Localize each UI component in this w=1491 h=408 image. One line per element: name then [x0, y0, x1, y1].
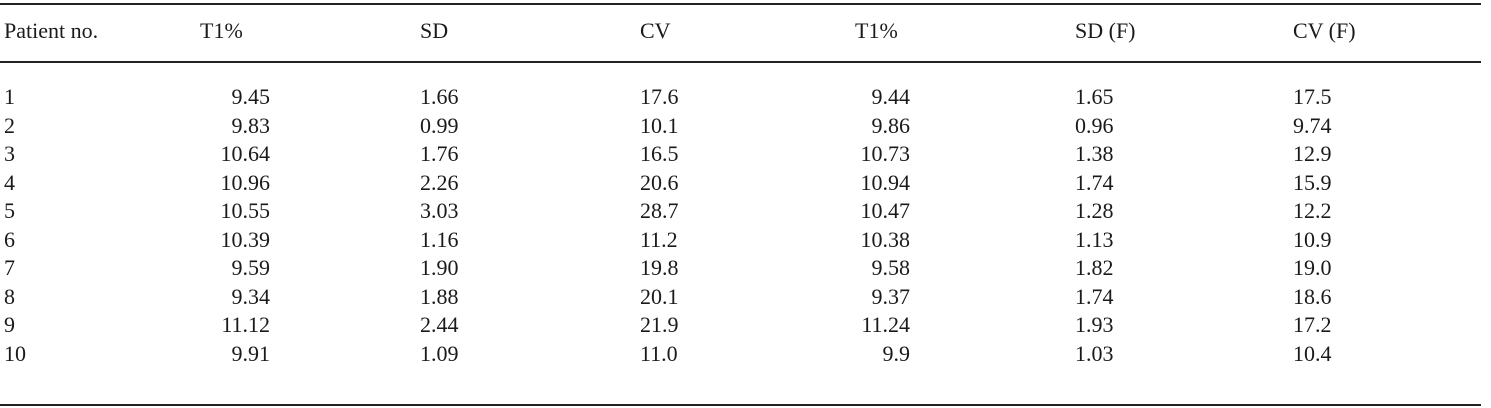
cell-cv: 11.2 [640, 226, 678, 252]
table-row: 2 9.83 0.99 10.1 9.86 0.96 9.74 [0, 113, 1481, 139]
cell-t1-percent-filtered: 11.24 [861, 312, 910, 337]
cell-t1-percent: 9.34 [231, 283, 271, 309]
cell-sd: 0.99 [420, 112, 459, 138]
cell-cv-filtered: 17.5 [1293, 84, 1332, 109]
cell-sd-filtered: 1.28 [1075, 198, 1114, 223]
header-patient-no: Patient no. [4, 18, 99, 43]
header-t1-percent-filtered: T1% [855, 18, 898, 43]
cell-cv-filtered: 10.4 [1293, 340, 1332, 366]
table-row: 3 10.64 1.76 16.5 10.73 1.38 12.9 [0, 141, 1481, 167]
cell-t1-percent: 10.39 [220, 226, 271, 252]
cell-patient-no: 3 [4, 141, 15, 166]
cell-t1-percent-filtered: 9.58 [871, 255, 911, 280]
cell-cv-filtered: 12.9 [1293, 141, 1332, 166]
cell-sd-filtered: 1.93 [1075, 312, 1114, 337]
table-row: 5 10.55 3.03 28.7 10.47 1.28 12.2 [0, 198, 1481, 224]
cell-t1-percent: 9.59 [231, 255, 271, 280]
header-sd-filtered: SD (F) [1075, 18, 1136, 43]
table-row: 9 11.12 2.44 21.9 11.24 1.93 17.2 [0, 312, 1481, 338]
cell-sd-filtered: 1.13 [1075, 226, 1114, 252]
cell-t1-percent-filtered: 9.44 [871, 84, 911, 109]
table-header-row: Patient no. T1% SD CV T1% SD (F) CV (F) [0, 18, 1481, 44]
cell-t1-percent: 11.12 [221, 312, 270, 337]
cell-patient-no: 9 [4, 312, 15, 337]
cell-t1-percent-filtered: 10.73 [860, 141, 911, 166]
cell-cv-filtered: 9.74 [1293, 112, 1332, 138]
cell-sd-filtered: 1.82 [1075, 255, 1114, 280]
cell-t1-percent-filtered: 10.94 [860, 169, 911, 195]
cell-sd: 3.03 [420, 198, 459, 223]
cell-t1-percent: 9.91 [231, 340, 271, 366]
cell-cv: 17.6 [640, 84, 679, 109]
cell-cv: 20.6 [640, 169, 679, 195]
cell-cv-filtered: 17.2 [1293, 312, 1332, 337]
cell-sd: 1.90 [420, 255, 459, 280]
table-row: 10 9.91 1.09 11.0 9.9 1.03 10.4 [0, 341, 1481, 367]
cell-t1-percent-filtered: 9.86 [871, 112, 911, 138]
cell-sd: 2.26 [420, 169, 459, 195]
table-row: 1 9.45 1.66 17.6 9.44 1.65 17.5 [0, 84, 1481, 110]
cell-sd-filtered: 1.38 [1075, 141, 1114, 166]
cell-t1-percent-filtered: 9.9 [882, 340, 911, 366]
cell-cv-filtered: 10.9 [1293, 226, 1332, 252]
header-cv: CV [640, 18, 671, 43]
cell-sd-filtered: 1.03 [1075, 340, 1114, 366]
cell-cv: 28.7 [640, 198, 679, 223]
header-cv-filtered: CV (F) [1293, 18, 1356, 43]
cell-sd: 1.88 [420, 283, 459, 309]
cell-cv-filtered: 15.9 [1293, 169, 1332, 195]
cell-patient-no: 10 [4, 340, 26, 366]
cell-cv-filtered: 18.6 [1293, 283, 1332, 309]
cell-patient-no: 1 [4, 84, 15, 109]
cell-t1-percent: 10.55 [220, 198, 271, 223]
cell-patient-no: 2 [4, 112, 15, 138]
table-row: 6 10.39 1.16 11.2 10.38 1.13 10.9 [0, 227, 1481, 253]
cell-sd-filtered: 1.65 [1075, 84, 1114, 109]
cell-t1-percent: 9.45 [231, 84, 271, 109]
table-row: 8 9.34 1.88 20.1 9.37 1.74 18.6 [0, 284, 1481, 310]
cell-t1-percent-filtered: 10.47 [860, 198, 911, 223]
cell-t1-percent: 10.96 [220, 169, 271, 195]
cell-cv-filtered: 12.2 [1293, 198, 1332, 223]
cell-patient-no: 8 [4, 283, 15, 309]
cell-t1-percent-filtered: 9.37 [871, 283, 911, 309]
cell-t1-percent: 10.64 [220, 141, 271, 166]
top-rule [0, 3, 1481, 5]
table-row: 7 9.59 1.90 19.8 9.58 1.82 19.0 [0, 255, 1481, 281]
cell-patient-no: 4 [4, 169, 15, 195]
bottom-rule [0, 404, 1481, 406]
cell-t1-percent-filtered: 10.38 [860, 226, 911, 252]
cell-cv: 10.1 [640, 112, 679, 138]
cell-sd: 1.09 [420, 340, 459, 366]
table-row: 4 10.96 2.26 20.6 10.94 1.74 15.9 [0, 170, 1481, 196]
cell-patient-no: 6 [4, 226, 15, 252]
cell-sd: 2.44 [420, 312, 459, 337]
cell-cv: 19.8 [640, 255, 679, 280]
cell-patient-no: 7 [4, 255, 15, 280]
cell-cv-filtered: 19.0 [1293, 255, 1332, 280]
header-t1-percent: T1% [200, 18, 243, 43]
cell-t1-percent: 9.83 [231, 112, 271, 138]
cell-cv: 11.0 [640, 340, 678, 366]
cell-cv: 20.1 [640, 283, 679, 309]
cell-sd-filtered: 0.96 [1075, 112, 1114, 138]
header-sd: SD [420, 18, 449, 43]
cell-cv: 16.5 [640, 141, 679, 166]
cell-cv: 21.9 [640, 312, 679, 337]
cell-sd: 1.76 [420, 141, 459, 166]
cell-patient-no: 5 [4, 198, 15, 223]
cell-sd: 1.66 [420, 84, 459, 109]
cell-sd-filtered: 1.74 [1075, 169, 1114, 195]
cell-sd: 1.16 [420, 226, 459, 252]
cell-sd-filtered: 1.74 [1075, 283, 1114, 309]
header-rule [0, 61, 1481, 63]
